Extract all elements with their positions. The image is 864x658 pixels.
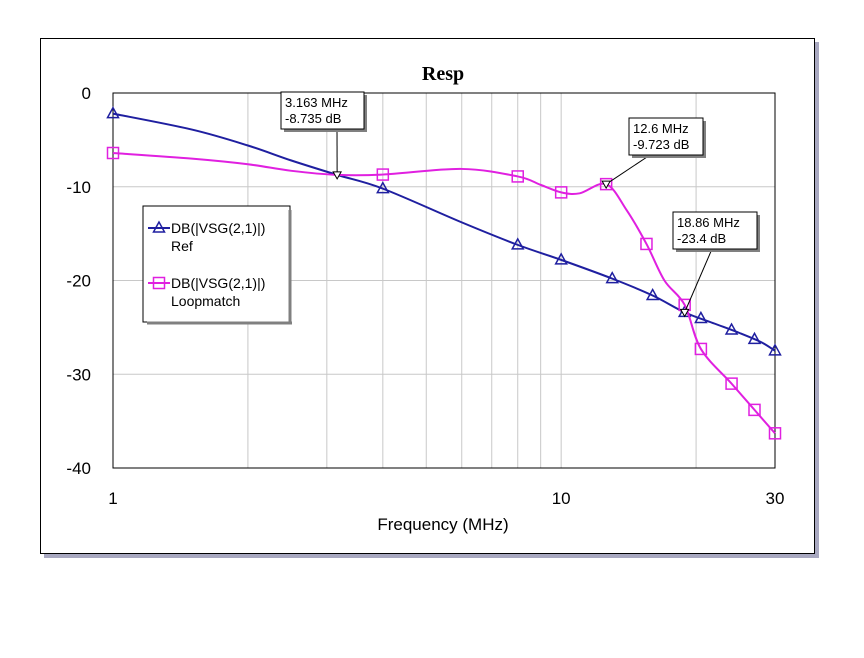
annotation-value: -9.723 dB [633, 137, 689, 152]
legend-box [142, 205, 291, 323]
plot-area-border [112, 92, 776, 469]
square-marker [768, 427, 782, 440]
annotation-marker [679, 308, 690, 318]
triangle-marker [605, 271, 620, 284]
series-group [106, 106, 782, 440]
marker-annotation: 12.6 MHz-9.723 dB [601, 117, 706, 190]
x-axis-label: Frequency (MHz) [377, 515, 508, 534]
annotation-marker [601, 180, 612, 190]
legend-series-label: Loopmatch [171, 293, 240, 309]
annotation-frequency: 3.163 MHz [285, 95, 348, 110]
chart-title: Resp [422, 63, 464, 85]
annotation-value: -23.4 dB [677, 231, 726, 246]
square-marker [554, 186, 568, 199]
annotation-value: -8.735 dB [285, 111, 341, 126]
y-tick-label: -40 [66, 459, 91, 478]
annotation-frequency: 18.86 MHz [677, 215, 740, 230]
legend: DB(|VSG(2,1)|) Ref DB(|VSG(2,1)|) Loopmatch [142, 205, 292, 325]
annotations-group: 3.163 MHz-8.735 dB 12.6 MHz-9.723 dB 18.86… [280, 91, 760, 318]
series-ref [106, 106, 782, 356]
y-axis: 0 -10 -20 -30 -40 [66, 84, 91, 478]
annotation-box [280, 91, 365, 130]
triangle-marker [724, 322, 739, 335]
square-marker [694, 342, 708, 356]
legend-series-name: DB(|VSG(2,1)|) [171, 275, 265, 291]
legend-series-name: DB(|VSG(2,1)|) [171, 220, 265, 236]
x-axis: 1 10 30 [108, 489, 784, 508]
x-tick-label: 10 [552, 489, 571, 508]
triangle-marker [554, 252, 568, 265]
triangle-marker [645, 287, 660, 301]
triangle-marker [106, 106, 120, 119]
square-marker [725, 377, 738, 390]
y-tick-label: -30 [66, 365, 91, 384]
triangle-marker [510, 237, 525, 250]
legend-series-label: Ref [171, 238, 193, 254]
triangle-marker [768, 343, 782, 356]
square-marker [511, 170, 524, 183]
square-marker [599, 177, 613, 191]
square-marker [376, 168, 390, 181]
annotation-box [628, 117, 704, 156]
square-marker [106, 146, 120, 160]
annotation-frequency: 12.6 MHz [633, 121, 689, 136]
triangle-marker [376, 181, 390, 194]
legend-entry-loopmatch: DB(|VSG(2,1)|) Loopmatch [148, 275, 265, 309]
marker-annotation: 3.163 MHz-8.735 dB [280, 91, 367, 180]
legend-triangle-marker [152, 220, 166, 233]
y-tick-label: -20 [66, 272, 91, 291]
annotation-leader [684, 248, 713, 313]
annotation-box [672, 211, 758, 250]
series-line [112, 112, 776, 352]
triangle-marker [694, 310, 708, 324]
annotation-marker [332, 171, 342, 180]
square-marker [640, 237, 653, 251]
square-marker [748, 403, 761, 417]
annotation-leader [605, 154, 651, 185]
x-tick-label: 30 [766, 489, 785, 508]
marker-annotation: 18.86 MHz-23.4 dB [672, 211, 760, 318]
y-tick-label: 0 [82, 84, 91, 103]
legend-entry-ref: DB(|VSG(2,1)|) Ref [148, 220, 265, 254]
legend-square-marker [152, 276, 166, 290]
x-tick-label: 1 [108, 489, 117, 508]
triangle-marker [747, 331, 762, 345]
y-tick-label: -10 [66, 178, 91, 197]
